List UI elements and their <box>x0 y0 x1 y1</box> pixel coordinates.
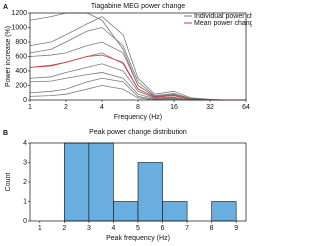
x-axis-label: Frequency (Hz) <box>114 114 162 121</box>
y-tick-label: 200 <box>15 82 27 89</box>
x-axis-label: Peak frequency (Hz) <box>106 235 170 242</box>
plot-frame <box>29 142 247 222</box>
data-line <box>29 52 246 101</box>
x-tick-label: 64 <box>242 104 250 111</box>
y-axis-label: Power increase (%) <box>5 26 12 87</box>
legend-label: Individual power change <box>194 13 252 20</box>
chart-title: Peak power change distribution <box>89 129 187 136</box>
y-tick-label: 3 <box>23 159 27 166</box>
data-line <box>29 85 246 101</box>
bar <box>211 201 237 222</box>
x-tick-label: 16 <box>170 104 178 111</box>
y-tick-label: 1200 <box>11 10 27 17</box>
y-tick-label: 0 <box>23 97 27 104</box>
x-tick-label: 1 <box>28 104 32 111</box>
x-tick-label: 8 <box>210 225 214 232</box>
x-tick-label: 7 <box>185 225 189 232</box>
y-tick-label: 1000 <box>11 24 27 31</box>
x-tick-label: 32 <box>206 104 214 111</box>
legend-label: Mean power change <box>194 20 252 27</box>
plot-frame <box>29 12 247 101</box>
bar <box>113 201 139 222</box>
y-tick-label: 4 <box>23 140 27 147</box>
x-tick-label: 2 <box>62 225 66 232</box>
bar <box>88 142 114 222</box>
y-tick-label: 2 <box>23 179 27 186</box>
y-axis-label: Count <box>5 173 12 192</box>
x-tick-label: 2 <box>64 104 68 111</box>
x-tick-label: 6 <box>161 225 165 232</box>
bar <box>64 142 90 222</box>
x-tick-label: 4 <box>100 104 104 111</box>
x-tick-label: 4 <box>112 225 116 232</box>
x-tick-label: 8 <box>136 104 140 111</box>
x-tick-label: 5 <box>136 225 140 232</box>
y-tick-label: 400 <box>15 68 27 75</box>
bar <box>137 162 163 222</box>
bar <box>162 201 188 222</box>
y-tick-label: 0 <box>23 218 27 225</box>
y-tick-label: 600 <box>15 53 27 60</box>
y-tick-label: 1 <box>23 198 27 205</box>
data-line <box>29 16 246 101</box>
panel-label: A <box>3 4 8 11</box>
x-tick-label: 9 <box>234 225 238 232</box>
figure: A Tiagabine MEG power change Frequency (Hz… <box>3 3 252 242</box>
x-tick-label: 1 <box>38 225 42 232</box>
chart-title: Tiagabine MEG power change <box>91 3 185 10</box>
panel-label: B <box>3 130 8 137</box>
x-tick-label: 3 <box>87 225 91 232</box>
y-tick-label: 800 <box>15 39 27 46</box>
